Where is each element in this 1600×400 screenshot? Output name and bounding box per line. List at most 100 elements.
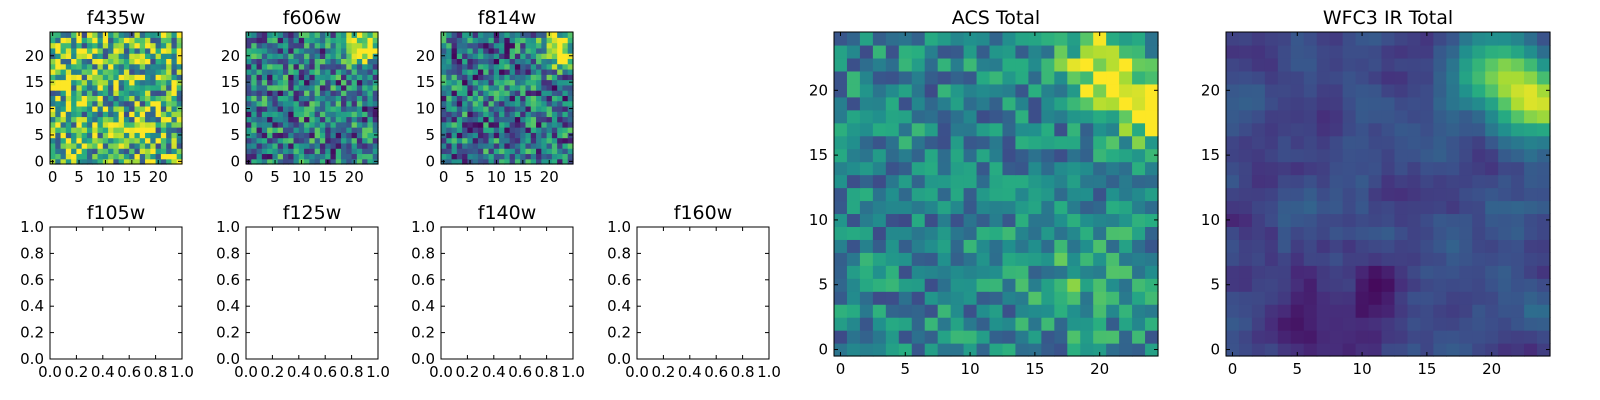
y-tick-label: 0 bbox=[1210, 341, 1220, 359]
heatmap-cell bbox=[493, 153, 500, 160]
heatmap-cell bbox=[1342, 343, 1357, 357]
heatmap-cell bbox=[1145, 226, 1159, 240]
heatmap-cell bbox=[1498, 187, 1512, 202]
heatmap-cell bbox=[924, 226, 939, 240]
heatmap-cell bbox=[1355, 135, 1370, 150]
heatmap-cell bbox=[451, 95, 458, 102]
heatmap-cell bbox=[81, 95, 88, 102]
heatmap-cell bbox=[456, 142, 463, 149]
heatmap-cell bbox=[989, 174, 1004, 189]
panel-title: ACS Total bbox=[952, 7, 1040, 29]
heatmap-cell bbox=[963, 291, 978, 305]
heatmap-cell bbox=[989, 135, 1004, 150]
heatmap-cell bbox=[1054, 109, 1068, 124]
heatmap-cell bbox=[911, 32, 926, 46]
heatmap-cell bbox=[50, 68, 56, 75]
heatmap-cell bbox=[261, 32, 268, 38]
heatmap-cell bbox=[462, 63, 468, 70]
heatmap-cell bbox=[171, 100, 178, 107]
heatmap-cell bbox=[1355, 122, 1370, 137]
heatmap-cell bbox=[1394, 200, 1409, 215]
heatmap-cell bbox=[493, 116, 500, 123]
heatmap-cell bbox=[1238, 174, 1253, 189]
heatmap-cell bbox=[989, 83, 1004, 98]
heatmap-cell bbox=[50, 121, 56, 128]
heatmap-cell bbox=[293, 47, 300, 54]
heatmap-cell bbox=[1433, 239, 1447, 253]
heatmap-cell bbox=[319, 153, 326, 160]
heatmap-cell bbox=[314, 37, 321, 44]
heatmap-cell bbox=[1498, 278, 1512, 292]
heatmap-cell bbox=[937, 330, 952, 344]
heatmap-cell bbox=[885, 278, 900, 292]
heatmap-cell bbox=[536, 32, 542, 38]
heatmap-cell bbox=[309, 132, 316, 139]
heatmap-cell bbox=[1459, 161, 1473, 176]
heatmap-cell bbox=[1251, 278, 1266, 292]
heatmap-cell bbox=[1537, 83, 1551, 98]
heatmap-cell bbox=[1226, 213, 1240, 227]
heatmap-cell bbox=[976, 265, 991, 279]
heatmap-cell bbox=[525, 105, 532, 112]
heatmap-cell bbox=[1080, 44, 1094, 59]
heatmap-cell bbox=[288, 32, 295, 38]
heatmap-cell bbox=[1407, 122, 1421, 137]
heatmap-cell bbox=[1433, 330, 1447, 344]
heatmap-cell bbox=[989, 70, 1004, 85]
heatmap-cell bbox=[525, 42, 532, 49]
y-tick-label: 20 bbox=[25, 47, 44, 65]
heatmap-cell bbox=[530, 68, 537, 75]
x-tick-label: 15 bbox=[513, 168, 532, 186]
heatmap-cell bbox=[123, 37, 130, 44]
heatmap-cell bbox=[166, 58, 173, 65]
heatmap-cell bbox=[108, 95, 114, 102]
heatmap-cell bbox=[367, 132, 374, 139]
heatmap-cell bbox=[1433, 83, 1447, 98]
heatmap-cell bbox=[963, 83, 978, 98]
heatmap-cell bbox=[1002, 317, 1017, 331]
heatmap-cell bbox=[155, 100, 162, 107]
heatmap-cell bbox=[937, 317, 952, 331]
heatmap-cell bbox=[118, 105, 125, 112]
heatmap-cell bbox=[536, 95, 542, 102]
heatmap-cell bbox=[330, 63, 337, 70]
heatmap-cell bbox=[1381, 70, 1396, 85]
heatmap-cell bbox=[330, 68, 337, 75]
heatmap-cell bbox=[166, 132, 173, 139]
heatmap-cell bbox=[451, 158, 458, 165]
heatmap-cell bbox=[1015, 161, 1029, 176]
heatmap-cell bbox=[129, 58, 136, 65]
heatmap-cell bbox=[514, 100, 521, 107]
heatmap-cell bbox=[304, 58, 310, 65]
heatmap-cell bbox=[86, 127, 93, 133]
heatmap-cell bbox=[261, 132, 268, 139]
heatmap-cell bbox=[567, 127, 574, 133]
heatmap-cell bbox=[504, 137, 511, 144]
heatmap-cell bbox=[872, 200, 887, 215]
heatmap-cell bbox=[1446, 239, 1460, 253]
heatmap-cell bbox=[76, 37, 83, 44]
heatmap-cell bbox=[1472, 174, 1486, 189]
heatmap-cell bbox=[346, 74, 353, 81]
heatmap-cell bbox=[950, 83, 965, 98]
heatmap-cell bbox=[1498, 174, 1512, 189]
heatmap-cell bbox=[557, 79, 564, 86]
heatmap-cell bbox=[562, 63, 569, 70]
heatmap-cell bbox=[176, 95, 183, 102]
heatmap-cell bbox=[298, 121, 305, 128]
heatmap-cell bbox=[472, 132, 479, 139]
heatmap-cell bbox=[86, 53, 93, 59]
heatmap-cell bbox=[50, 100, 56, 107]
heatmap-cell bbox=[314, 84, 321, 91]
heatmap-cell bbox=[1226, 44, 1240, 59]
heatmap-cell bbox=[134, 42, 141, 49]
heatmap-cell bbox=[859, 32, 874, 46]
heatmap-cell bbox=[277, 158, 284, 165]
heatmap-cell bbox=[1459, 174, 1473, 189]
heatmap-cell bbox=[530, 53, 537, 59]
heatmap-cell bbox=[456, 132, 463, 139]
heatmap-cell bbox=[319, 58, 326, 65]
heatmap-cell bbox=[145, 84, 151, 91]
heatmap-cell bbox=[1342, 57, 1357, 72]
